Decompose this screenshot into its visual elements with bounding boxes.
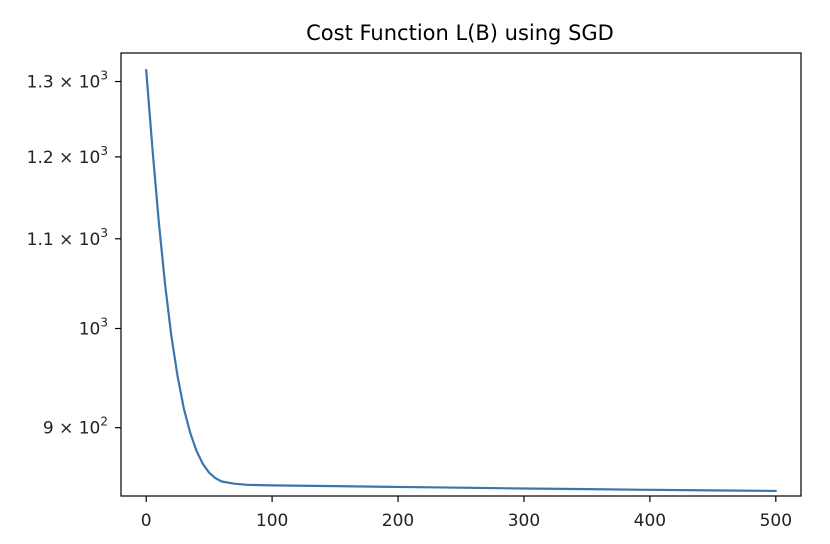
y-tick-mantissa: 1.2 × 10	[27, 148, 101, 168]
x-tick-label: 100	[256, 511, 288, 531]
x-tick-label: 500	[760, 511, 792, 531]
y-tick-exponent: 2	[100, 415, 108, 429]
x-tick-label: 400	[634, 511, 666, 531]
plot-area-frame	[120, 52, 802, 497]
y-tick-label: 1.2 × 103	[27, 144, 108, 168]
y-tick-label: 103	[79, 316, 108, 340]
y-tick-exponent: 3	[100, 144, 108, 158]
y-tick-mantissa: 10	[79, 320, 101, 340]
y-tick-exponent: 3	[100, 226, 108, 240]
y-tick-exponent: 3	[100, 316, 108, 330]
y-tick-label: 1.1 × 103	[27, 226, 108, 250]
cost-series-line	[145, 68, 777, 493]
x-axis: 0 100 200 300 400 500	[141, 496, 792, 531]
y-tick-label: 1.3 × 103	[27, 69, 108, 93]
series-layer	[145, 68, 777, 493]
chart-title: Cost Function L(B) using SGD	[306, 21, 614, 45]
x-tick-label: 0	[141, 511, 152, 531]
y-tick-exponent: 3	[100, 69, 108, 83]
x-tick-label: 200	[382, 511, 414, 531]
y-tick-mantissa: 1.3 × 10	[27, 73, 101, 93]
y-tick-mantissa: 1.1 × 10	[27, 230, 101, 250]
y-tick-mantissa: 9 × 10	[43, 419, 101, 439]
y-tick-label: 9 × 102	[43, 415, 108, 439]
x-tick-label: 300	[508, 511, 540, 531]
